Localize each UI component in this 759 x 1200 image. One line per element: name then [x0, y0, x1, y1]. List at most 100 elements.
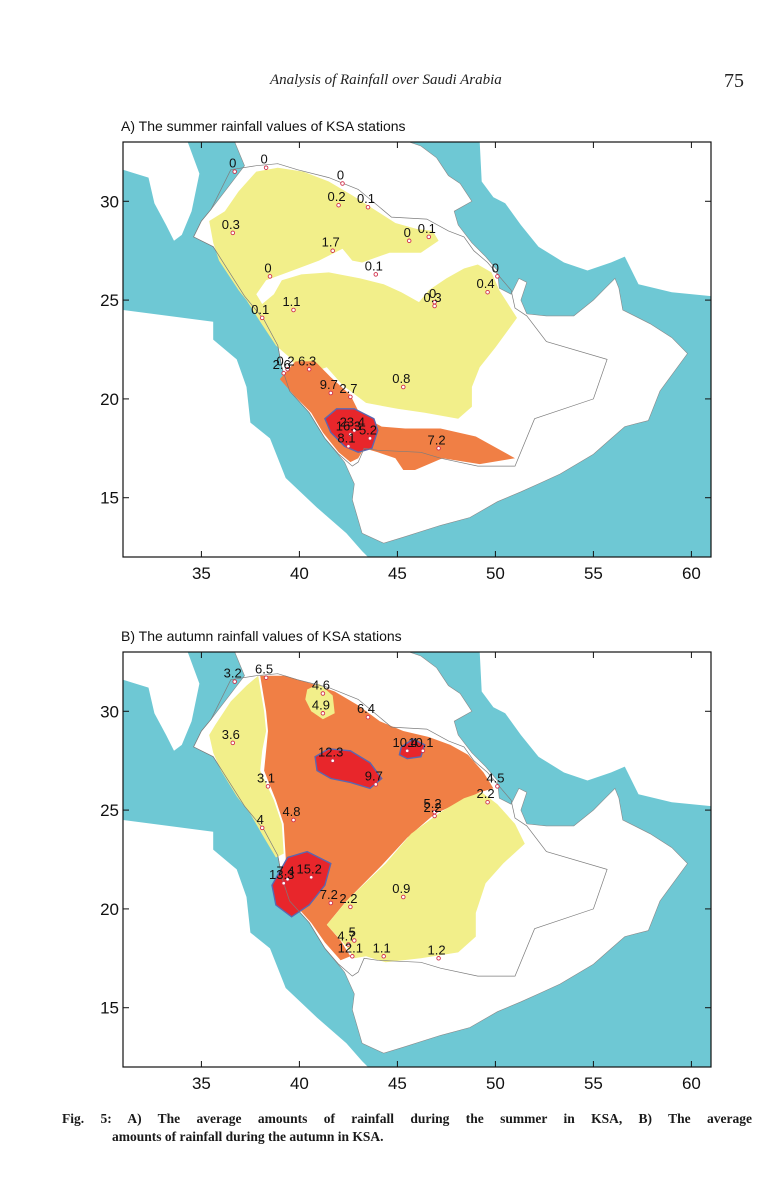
autumn-station-value: 10.4 — [393, 735, 418, 750]
autumn-zone-low-north — [305, 683, 335, 720]
summer-map-panel: A) The summer rainfall values of KSA sta… — [85, 118, 735, 588]
autumn-station-marker — [330, 758, 335, 763]
summer-x-tick-label: 35 — [192, 564, 211, 583]
autumn-station-marker — [495, 784, 500, 789]
autumn-station-value: 12.1 — [338, 940, 363, 955]
autumn-zone-low-east — [326, 792, 525, 963]
summer-station-marker — [432, 303, 437, 309]
summer-station-marker — [281, 370, 286, 376]
summer-station-marker — [259, 315, 265, 321]
autumn-station-value: 4.7 — [337, 929, 355, 944]
summer-station-marker — [346, 444, 351, 449]
autumn-station-marker — [381, 954, 386, 959]
autumn-station-value: 1.2 — [428, 942, 446, 957]
autumn-station-value: 5.2 — [424, 796, 442, 811]
summer-station-marker — [291, 307, 296, 313]
autumn-x-tick-label: 35 — [192, 1074, 211, 1093]
summer-station-marker — [495, 274, 500, 279]
summer-station-marker — [401, 384, 406, 390]
summer-station-value: 9.7 — [320, 377, 338, 392]
summer-station-value: 0 — [337, 168, 344, 183]
autumn-station-marker — [308, 875, 314, 880]
summer-station-value: 0 — [404, 225, 411, 240]
summer-map-layers — [123, 142, 711, 557]
autumn-y-tick-label: 25 — [100, 801, 119, 820]
running-head: Analysis of Rainfall over Saudi Arabia 7… — [0, 70, 759, 94]
summer-station-marker — [406, 238, 412, 244]
autumn-station-value: 10.1 — [408, 735, 433, 750]
autumn-station-value: 4.5 — [486, 770, 504, 785]
summer-station-marker — [367, 436, 373, 441]
autumn-station-value: 1.1 — [373, 940, 391, 955]
autumn-x-tick-label: 55 — [584, 1074, 603, 1093]
autumn-zone-high-northeast — [398, 738, 426, 760]
autumn-station-marker — [346, 942, 351, 947]
summer-station-value: 1.1 — [282, 294, 300, 309]
autumn-station-value: 6.4 — [357, 701, 375, 716]
summer-x-tick-label: 50 — [486, 564, 505, 583]
autumn-station-marker — [420, 748, 426, 754]
autumn-y-tick-label: 15 — [100, 999, 119, 1018]
autumn-map-title: B) The autumn rainfall values of KSA sta… — [121, 628, 402, 644]
autumn-station-value: 0.9 — [392, 881, 410, 896]
autumn-station-marker — [265, 784, 271, 789]
summer-station-marker — [426, 234, 432, 240]
autumn-station-marker — [352, 938, 357, 943]
summer-station-marker — [285, 367, 290, 372]
summer-station-marker — [267, 274, 273, 279]
autumn-sinai-land — [123, 652, 200, 751]
autumn-station-marker — [230, 740, 236, 746]
summer-station-value: 0.2 — [277, 353, 295, 368]
caption-line-2: amounts of rainfall during the autumn in… — [112, 1129, 384, 1144]
summer-station-marker — [306, 367, 312, 372]
autumn-station-value: 2.2 — [339, 891, 357, 906]
summer-station-marker — [328, 390, 334, 396]
summer-station-value: 0.1 — [357, 191, 375, 206]
page-number: 75 — [724, 70, 744, 92]
summer-station-marker — [373, 272, 379, 277]
summer-station-marker — [348, 432, 353, 437]
autumn-station-marker — [348, 904, 353, 910]
running-head-title: Analysis of Rainfall over Saudi Arabia — [270, 72, 502, 88]
summer-station-value: 0.1 — [251, 302, 269, 317]
summer-station-marker — [330, 248, 335, 253]
summer-station-value: 0.1 — [365, 258, 383, 273]
summer-station-value: 2.7 — [339, 381, 357, 396]
autumn-station-value: 5 — [349, 925, 356, 940]
autumn-iran-land — [479, 652, 711, 807]
summer-y-tick-label: 30 — [100, 192, 119, 211]
autumn-station-value: 12.3 — [318, 745, 343, 760]
autumn-station-marker — [404, 748, 410, 754]
summer-station-value: 0 — [492, 260, 499, 275]
autumn-zone-low-northwest — [209, 675, 284, 858]
autumn-x-tick-label: 40 — [290, 1074, 309, 1093]
autumn-y-tick-label: 20 — [100, 900, 119, 919]
autumn-station-marker — [436, 956, 441, 961]
summer-station-value: 2.6 — [273, 357, 291, 372]
autumn-station-marker — [350, 954, 355, 959]
summer-station-value: 16.3 — [336, 419, 361, 434]
autumn-x-tick-label: 60 — [682, 1074, 701, 1093]
summer-station-marker — [485, 289, 490, 295]
summer-station-value: 0 — [229, 156, 236, 171]
summer-station-marker — [340, 181, 345, 186]
autumn-station-value: 2.2 — [477, 786, 495, 801]
autumn-station-value: 7.4 — [277, 863, 295, 878]
summer-station-marker — [230, 230, 236, 236]
summer-station-value: 23.4 — [340, 415, 365, 430]
autumn-station-marker — [432, 813, 437, 819]
summer-station-value: 5.2 — [359, 422, 377, 437]
summer-station-value: 0.3 — [424, 290, 442, 305]
summer-station-value: 0.4 — [477, 276, 495, 291]
autumn-station-value: 3.6 — [222, 727, 240, 742]
summer-station-marker — [336, 202, 341, 208]
autumn-station-marker — [373, 782, 379, 787]
autumn-map-frame — [122, 651, 712, 1068]
autumn-zone-high-west — [271, 850, 332, 918]
summer-station-value: 1.7 — [322, 235, 340, 250]
summer-zone-high — [324, 408, 379, 454]
autumn-rainfall-map: 3.2 6.54.64.9 6.43.612.310.410.13.1 9.7 4.52… — [100, 651, 712, 1093]
summer-iran-land — [479, 142, 711, 297]
summer-station-value: 0.8 — [392, 371, 410, 386]
summer-zone-medium — [279, 361, 515, 470]
